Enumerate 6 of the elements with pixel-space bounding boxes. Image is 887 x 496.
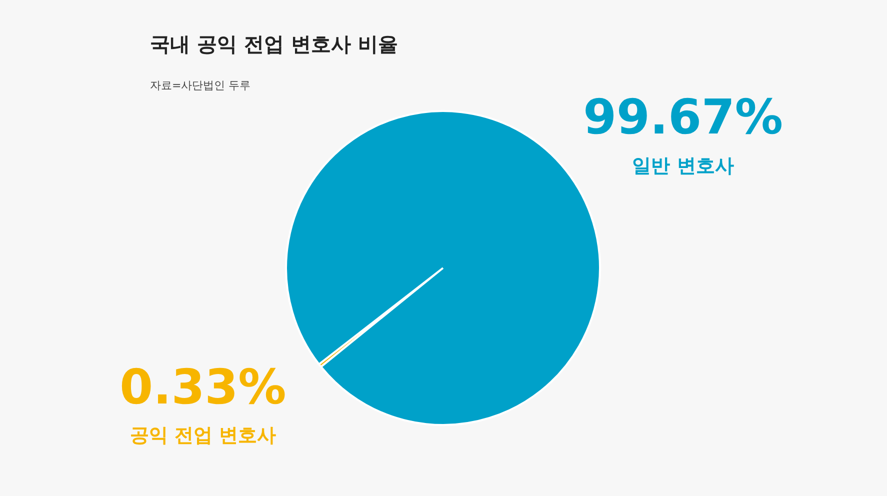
- data-label: 99.67%: [583, 90, 784, 146]
- data-label: 0.33%: [120, 359, 286, 416]
- slice-label: 공익 전업 변호사: [130, 424, 276, 447]
- slice-label: 일반 변호사: [632, 155, 734, 178]
- chart-title: 국내 공익 전업 변호사 비율: [150, 31, 398, 58]
- text: 자료=사단법인 두루: [150, 78, 251, 93]
